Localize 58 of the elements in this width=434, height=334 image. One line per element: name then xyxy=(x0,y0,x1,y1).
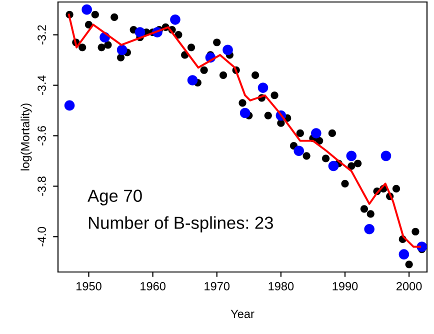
annotation: Number of B-splines: 23 xyxy=(88,216,273,232)
point xyxy=(398,249,410,260)
point xyxy=(302,152,310,160)
y-tick-label: -3.8 xyxy=(38,176,46,196)
x-tick-label: 1960 xyxy=(140,282,166,290)
x-tick-label: 2000 xyxy=(396,282,422,290)
point xyxy=(64,100,75,111)
point xyxy=(328,160,339,172)
point xyxy=(270,92,278,100)
point xyxy=(170,14,180,25)
point xyxy=(366,210,374,218)
point xyxy=(264,112,272,120)
point xyxy=(405,260,413,268)
point xyxy=(213,38,221,46)
point xyxy=(187,75,198,86)
point xyxy=(416,242,427,252)
point xyxy=(82,4,92,15)
point xyxy=(91,10,99,18)
point xyxy=(134,27,146,38)
point xyxy=(346,150,357,162)
y-tick-label: -3.2 xyxy=(38,25,46,44)
point xyxy=(380,150,392,162)
point xyxy=(238,99,246,107)
annotation: Age 70 xyxy=(88,190,142,206)
point xyxy=(84,20,93,29)
point xyxy=(116,44,128,56)
point xyxy=(116,54,125,62)
y-axis-title: log(Mortality) xyxy=(20,104,32,170)
point xyxy=(311,128,322,138)
point xyxy=(322,154,330,162)
point xyxy=(354,160,362,168)
point xyxy=(252,71,260,79)
point xyxy=(364,224,374,234)
point xyxy=(392,184,400,193)
point xyxy=(328,129,336,138)
point xyxy=(187,44,196,52)
x-tick-label: 1970 xyxy=(204,282,230,290)
y-tick-label: -3.6 xyxy=(38,126,46,146)
point xyxy=(222,44,233,56)
y-tick-label: -4.0 xyxy=(38,226,46,246)
x-tick-label: 1980 xyxy=(268,282,294,290)
point xyxy=(78,44,86,52)
point xyxy=(412,228,420,236)
point xyxy=(296,129,304,138)
y-tick-label: -3.4 xyxy=(38,75,46,95)
point xyxy=(200,66,208,74)
point xyxy=(110,13,118,21)
point xyxy=(240,108,250,118)
point xyxy=(294,146,304,156)
x-tick-label: 1990 xyxy=(332,282,358,290)
point xyxy=(341,180,349,188)
x-tick-label: 1950 xyxy=(76,282,102,290)
point xyxy=(258,82,268,93)
point xyxy=(360,205,368,213)
x-axis-title: Year xyxy=(230,310,254,318)
point xyxy=(104,41,112,49)
point xyxy=(219,71,228,79)
point xyxy=(98,44,106,52)
